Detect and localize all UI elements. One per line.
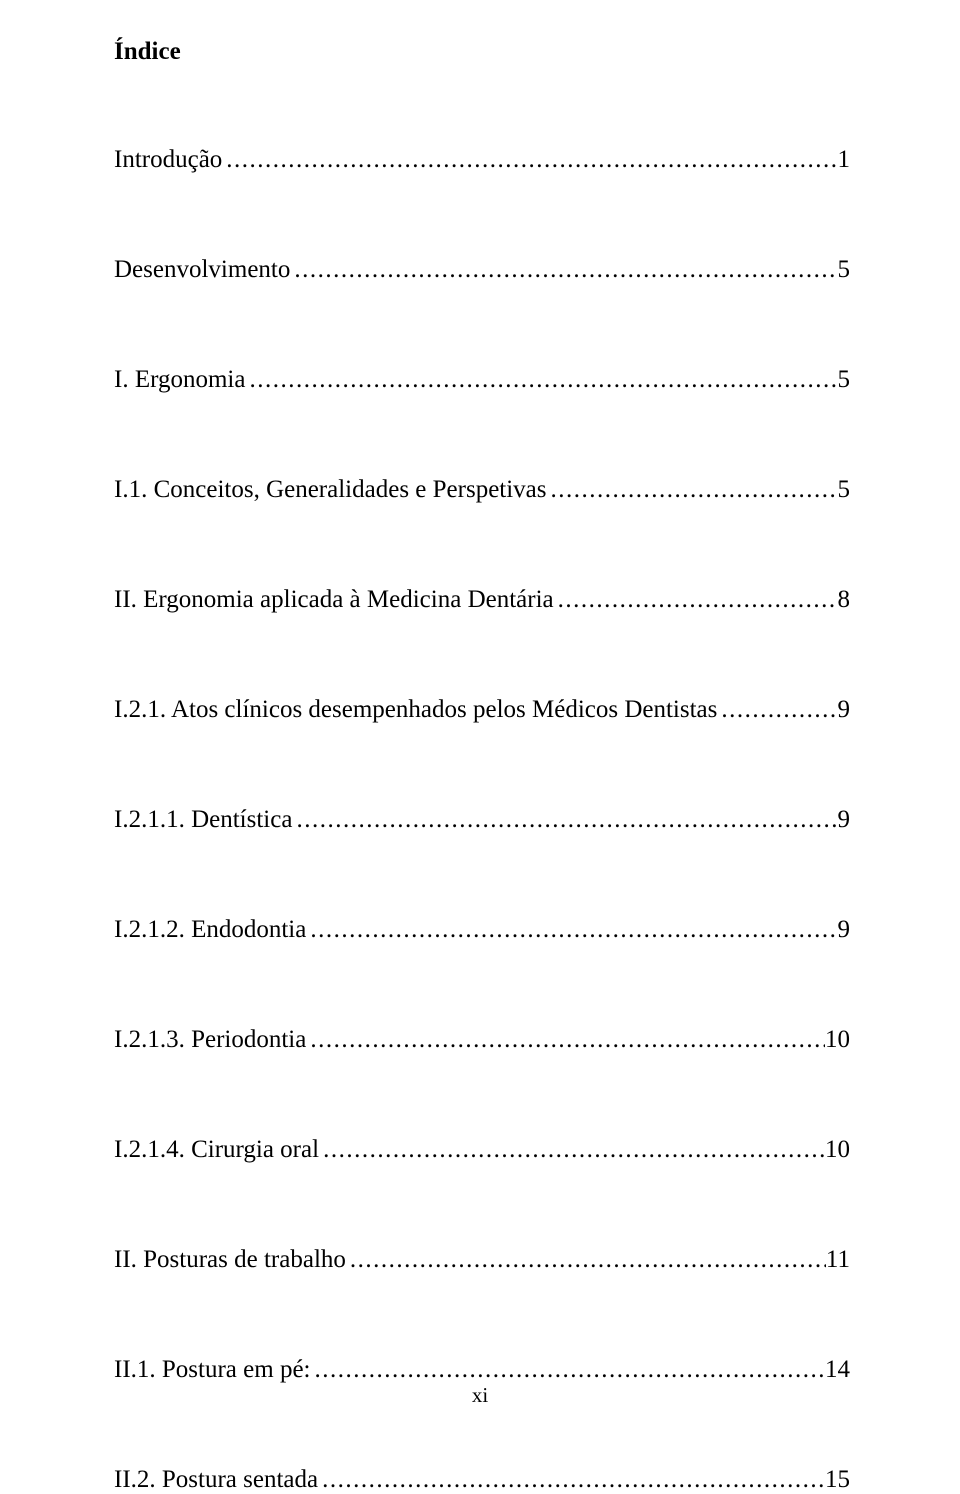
toc-page-number: 8 <box>838 586 851 614</box>
toc-leader <box>554 586 838 614</box>
toc-page-number: 5 <box>838 476 851 504</box>
toc-page-number: 9 <box>838 696 851 724</box>
toc-entry: I.2.1.4. Cirurgia oral 10 <box>114 1136 850 1164</box>
toc-entry: II. Ergonomia aplicada à Medicina Dentár… <box>114 586 850 614</box>
toc-leader <box>346 1246 826 1274</box>
toc-entry: I. Ergonomia 5 <box>114 366 850 394</box>
toc-page-number: 10 <box>825 1136 850 1164</box>
toc-page-number: 10 <box>825 1026 850 1054</box>
toc-page-number: 11 <box>826 1246 850 1274</box>
page-number-footer: xi <box>0 1383 960 1408</box>
toc-label: Introdução <box>114 146 222 174</box>
toc-label: I.2.1. Atos clínicos desempenhados pelos… <box>114 696 717 724</box>
toc-page-number: 5 <box>838 256 851 284</box>
toc-leader <box>318 1466 825 1494</box>
toc-entry: I.2.1.1. Dentística 9 <box>114 806 850 834</box>
toc-heading: Índice <box>114 38 850 66</box>
toc-label: I.2.1.2. Endodontia <box>114 916 306 944</box>
toc-page-number: 15 <box>825 1466 850 1494</box>
toc-page-number: 9 <box>838 806 851 834</box>
toc-label: I.2.1.4. Cirurgia oral <box>114 1136 319 1164</box>
toc-label: II. Posturas de trabalho <box>114 1246 346 1274</box>
toc-leader <box>306 916 837 944</box>
toc-entry: I.1. Conceitos, Generalidades e Perspeti… <box>114 476 850 504</box>
toc-leader <box>292 806 837 834</box>
toc-label: Desenvolvimento <box>114 256 290 284</box>
toc-entry: I.2.1. Atos clínicos desempenhados pelos… <box>114 696 850 724</box>
toc-label: I. Ergonomia <box>114 366 245 394</box>
toc-entry: I.2.1.2. Endodontia 9 <box>114 916 850 944</box>
toc-entry: II.1. Postura em pé: 14 <box>114 1356 850 1384</box>
toc-leader <box>290 256 837 284</box>
toc-leader <box>717 696 837 724</box>
toc-label: I.2.1.3. Periodontia <box>114 1026 306 1054</box>
toc-leader <box>245 366 837 394</box>
toc-page-number: 5 <box>838 366 851 394</box>
toc-page-number: 1 <box>838 146 851 174</box>
toc-leader <box>310 1356 825 1384</box>
page-container: Índice Introdução 1 Desenvolvimento 5 I.… <box>0 0 960 1488</box>
toc-leader <box>547 476 838 504</box>
toc-entry: II. Posturas de trabalho 11 <box>114 1246 850 1274</box>
toc-page-number: 9 <box>838 916 851 944</box>
toc-label: II. Ergonomia aplicada à Medicina Dentár… <box>114 586 554 614</box>
toc-label: I.2.1.1. Dentística <box>114 806 292 834</box>
toc-entry: Desenvolvimento 5 <box>114 256 850 284</box>
toc-leader <box>222 146 837 174</box>
toc-label: I.1. Conceitos, Generalidades e Perspeti… <box>114 476 547 504</box>
toc-leader <box>306 1026 825 1054</box>
toc-page-number: 14 <box>825 1356 850 1384</box>
toc-label: II.1. Postura em pé: <box>114 1356 310 1384</box>
toc-label: II.2. Postura sentada <box>114 1466 318 1494</box>
toc-leader <box>319 1136 825 1164</box>
toc-entry: Introdução 1 <box>114 146 850 174</box>
toc-entry: I.2.1.3. Periodontia 10 <box>114 1026 850 1054</box>
toc-entry: II.2. Postura sentada 15 <box>114 1466 850 1494</box>
